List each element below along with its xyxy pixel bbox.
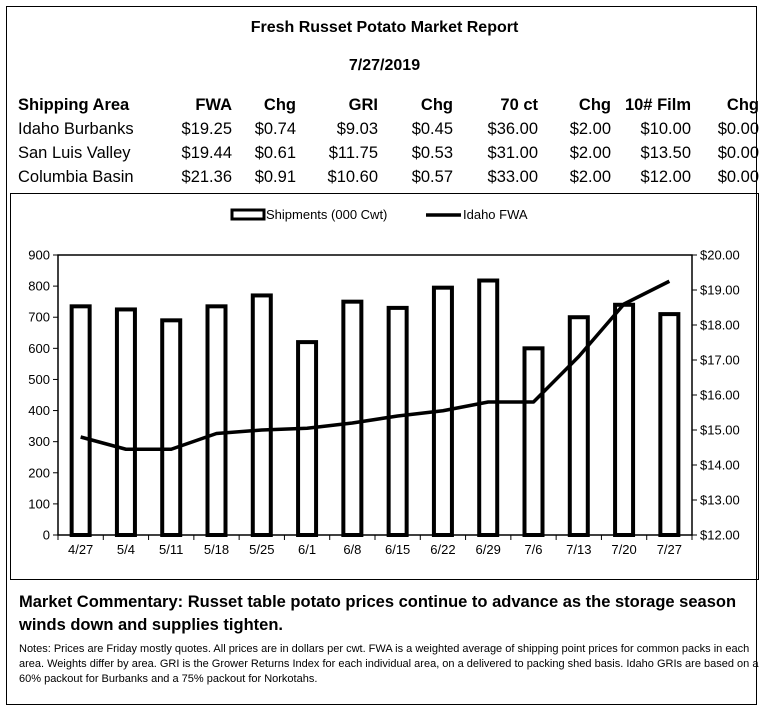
header-shipping-area: Shipping Area [18, 95, 130, 114]
legend-shipments-swatch [230, 208, 266, 221]
shipments-bar [69, 304, 92, 538]
shipments-bar [250, 293, 273, 537]
right-axis-tick-label: $14.00 [700, 458, 740, 473]
chart-container: 0 100 200 300 400 500 600 700 800 900 $12.00 $13.00… [10, 193, 759, 580]
shipments-bar [477, 278, 500, 537]
cell-fwa-chg: $0.61 [254, 143, 296, 162]
left-axis-tick-label: 800 [28, 279, 50, 294]
cell-gri: $10.60 [327, 167, 378, 186]
cell-fwa: $19.44 [181, 143, 232, 162]
x-axis-tick-label: 5/4 [117, 542, 135, 557]
report-notes: Notes: Prices are Friday mostly quotes. … [19, 643, 759, 685]
left-axis-tick-label: 600 [28, 341, 50, 356]
x-axis-tick-label: 6/1 [298, 542, 316, 557]
legend-fwa-label: Idaho FWA [463, 207, 528, 222]
x-axis-tick-label: 5/25 [249, 542, 274, 557]
x-axis-tick-label: 6/29 [476, 542, 501, 557]
left-axis-tick-label: 500 [28, 372, 50, 387]
left-axis-tick-label: 0 [43, 528, 50, 543]
shipments-bar [114, 307, 137, 537]
header-fwa-chg: Chg [263, 95, 296, 114]
shipments-bar [205, 304, 228, 538]
right-axis-tick-label: $20.00 [700, 248, 740, 263]
price-table-header: Shipping Area FWA Chg GRI Chg 70 ct Chg … [14, 93, 759, 117]
cell-10-film: $10.00 [640, 119, 691, 138]
idaho-fwa-line [80, 279, 671, 451]
cell-gri-chg: $0.45 [411, 119, 453, 138]
right-axis-tick-label: $12.00 [700, 528, 740, 543]
cell-70ct: $36.00 [487, 119, 538, 138]
cell-10-film-chg: $0.00 [717, 143, 759, 162]
left-axis-tick-label: 900 [28, 248, 50, 263]
x-axis-tick-label: 7/27 [657, 542, 682, 557]
x-axis-tick-label: 5/18 [204, 542, 229, 557]
shipments-fwa-chart: 0 100 200 300 400 500 600 700 800 900 $12.00 $13.00… [28, 207, 740, 557]
report-date: 7/27/2019 [348, 57, 421, 74]
shipments-bar [386, 305, 409, 537]
header-10-film-chg: Chg [726, 95, 759, 114]
table-row: San Luis Valley $19.44 $0.61 $11.75 $0.5… [14, 141, 759, 165]
cell-70ct: $33.00 [487, 167, 538, 186]
cell-fwa-chg: $0.91 [254, 167, 296, 186]
cell-70ct: $31.00 [487, 143, 538, 162]
legend-shipments-label: Shipments (000 Cwt) [266, 207, 387, 222]
x-axis-tick-label: 5/11 [159, 542, 183, 557]
right-axis-tick-label: $18.00 [700, 318, 740, 333]
header-gri-chg: Chg [420, 95, 453, 114]
right-axis-tick-label: $16.00 [700, 388, 740, 403]
header-10-film: 10# Film [624, 95, 691, 114]
cell-area: Idaho Burbanks [18, 119, 134, 138]
cell-fwa: $21.36 [181, 167, 232, 186]
left-axis-tick-label: 100 [28, 496, 50, 511]
cell-10-film: $13.50 [640, 143, 691, 162]
x-axis-tick-label: 7/6 [524, 542, 542, 557]
shipments-bar [658, 312, 681, 537]
left-axis-tick-label: 400 [28, 403, 50, 418]
table-row: Idaho Burbanks $19.25 $0.74 $9.03 $0.45 … [14, 117, 759, 141]
x-axis-tick-label: 4/27 [68, 542, 93, 557]
shipments-bar [522, 346, 545, 537]
left-axis-tick-label: 300 [28, 434, 50, 449]
header-70ct: 70 ct [500, 95, 538, 114]
right-axis-tick-label: $17.00 [700, 353, 740, 368]
cell-10-film-chg: $0.00 [717, 167, 759, 186]
x-axis-tick-label: 6/15 [385, 542, 410, 557]
right-axis-tick-label: $19.00 [700, 283, 740, 298]
cell-gri: $11.75 [328, 143, 378, 162]
x-axis-tick-label: 6/8 [343, 542, 361, 557]
cell-70ct-chg: $2.00 [569, 167, 611, 186]
header-gri: GRI [348, 95, 378, 114]
cell-gri: $9.03 [336, 119, 378, 138]
shipments-bar [567, 315, 590, 537]
cell-area: San Luis Valley [18, 143, 131, 162]
header-70ct-chg: Chg [578, 95, 611, 114]
right-axis-tick-label: $15.00 [700, 423, 740, 438]
cell-70ct-chg: $2.00 [569, 119, 611, 138]
cell-area: Columbia Basin [18, 167, 134, 186]
plot-area-border [57, 254, 693, 536]
right-axis-tick-label: $13.00 [700, 493, 740, 508]
x-axis-tick-label: 6/22 [430, 542, 455, 557]
table-row: Columbia Basin $21.36 $0.91 $10.60 $0.57… [14, 165, 759, 189]
cell-gri-chg: $0.57 [411, 167, 453, 186]
cell-gri-chg: $0.53 [411, 143, 453, 162]
shipments-bar [613, 302, 636, 538]
header-fwa: FWA [195, 95, 232, 114]
cell-70ct-chg: $2.00 [569, 143, 611, 162]
cell-10-film-chg: $0.00 [717, 119, 759, 138]
x-axis-tick-label: 7/13 [566, 542, 591, 557]
left-axis-tick-label: 700 [28, 310, 50, 325]
cell-10-film: $12.00 [640, 167, 691, 186]
left-axis-tick-label: 200 [28, 465, 50, 480]
cell-fwa: $19.25 [181, 119, 232, 138]
market-commentary: Market Commentary: Russet table potato p… [19, 593, 737, 634]
x-axis-tick-label: 7/20 [611, 542, 636, 557]
shipments-bar [160, 318, 183, 538]
cell-fwa-chg: $0.74 [254, 119, 296, 138]
shipments-bar [341, 299, 364, 537]
shipments-bar [296, 340, 319, 537]
report-title: Fresh Russet Potato Market Report [250, 19, 519, 36]
report-frame [6, 6, 757, 705]
price-table: Shipping Area FWA Chg GRI Chg 70 ct Chg … [14, 93, 759, 189]
